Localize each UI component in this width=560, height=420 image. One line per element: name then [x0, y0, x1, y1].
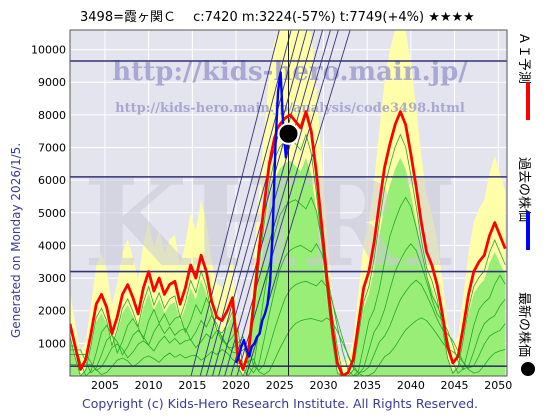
moving-average-line — [70, 317, 506, 376]
ai-prediction-line — [70, 110, 507, 376]
y-tick-label: 9000 — [38, 76, 66, 89]
y-tick-label: 2000 — [38, 305, 66, 318]
x-tick-label: 2020 — [222, 379, 250, 392]
trend-line — [236, 30, 339, 376]
trend-line — [212, 30, 308, 376]
generated-caption: Generated on Monday 2026/1/5. — [9, 143, 23, 338]
y-tick-label: 4000 — [38, 239, 66, 252]
legend-label: ＡＩ予測 — [516, 32, 531, 84]
y-tick-label: 3000 — [38, 272, 66, 285]
past-price-line — [234, 71, 290, 364]
y-tick-label: 7000 — [38, 142, 66, 155]
series-layer — [70, 71, 507, 376]
x-tick-label: 2040 — [397, 379, 425, 392]
x-tick-label: 2035 — [353, 379, 381, 392]
y-tick-label: 10000 — [31, 44, 66, 57]
moving-average-line — [70, 279, 506, 374]
latest-price-point — [277, 122, 300, 145]
legend-label: 最新の株価 — [516, 292, 532, 357]
legend-swatch — [521, 362, 535, 376]
generated-caption-box: Generated on Monday 2026/1/5. — [9, 143, 23, 338]
trend-line — [190, 30, 280, 376]
x-tick-label: 2045 — [441, 379, 469, 392]
moving-average-line — [70, 243, 506, 376]
y-tick-label: 6000 — [38, 174, 66, 187]
legend-label: 過去の株価 — [516, 157, 531, 222]
trend-line — [199, 30, 292, 376]
x-tick-label: 2005 — [91, 379, 119, 392]
chart-title: 3498=霞ヶ関Ｃ c:7420 m:3224(-57%) t:7749(+4%… — [80, 10, 475, 25]
plot-frame — [69, 29, 508, 377]
x-tick-label: 2030 — [309, 379, 337, 392]
x-tick-label: 2015 — [178, 379, 206, 392]
x-tick-label: 2025 — [266, 379, 294, 392]
trend-line — [230, 30, 331, 376]
y-tick-label: 5000 — [38, 207, 66, 220]
watermark-url-small: http://kids-hero.main.jp/analysis/code34… — [115, 101, 465, 116]
x-tick-label: 2050 — [484, 379, 512, 392]
copyright-footer: Copyright (c) Kids-Hero Research Institu… — [81, 396, 479, 411]
y-tick-label: 1000 — [38, 337, 66, 350]
green-envelope — [70, 157, 506, 376]
x-tick-label: 2010 — [135, 379, 163, 392]
axis-layer: 1000 2000 3000 4000 5000 6000 7000 8000 9000 1000… — [31, 44, 512, 392]
y-tick-label: 8000 — [38, 109, 66, 122]
